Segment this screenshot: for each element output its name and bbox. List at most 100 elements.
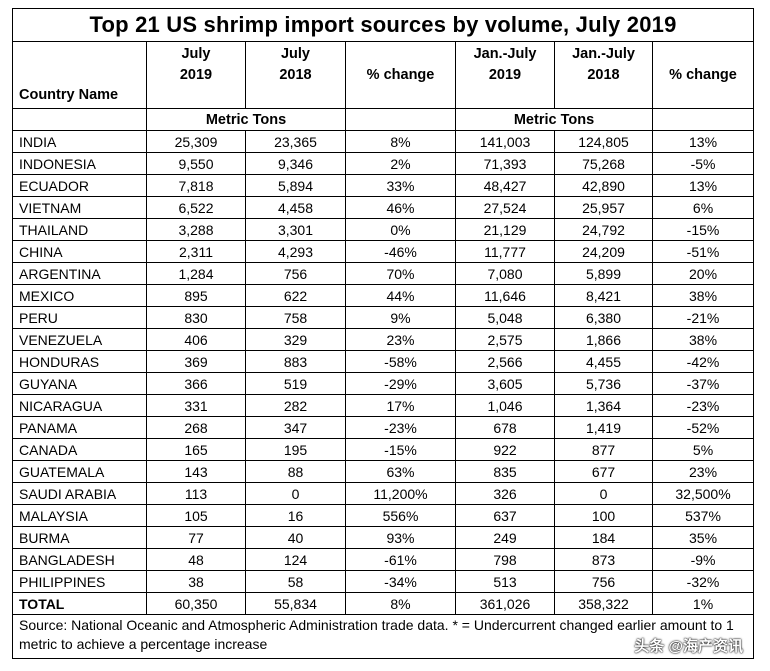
jul2018-value: 329 (245, 328, 346, 351)
janjuly2018-value: 677 (554, 460, 653, 483)
header-janjuly-2019-line2: 2019 (488, 67, 522, 83)
pct-change-janjuly: -15% (651, 218, 755, 241)
pct-change-july: -61% (345, 548, 456, 571)
jul2019-value: 25,309 (146, 130, 246, 153)
units-blank-cell (12, 108, 147, 131)
pct-change-janjuly: 5% (651, 438, 755, 461)
country-name: VIETNAM (12, 196, 147, 219)
country-name: VENEZUELA (12, 328, 147, 351)
jul2018-value: 4,293 (245, 240, 346, 263)
country-name: GUATEMALA (12, 460, 147, 483)
janjuly2018-value: 1,419 (554, 416, 653, 439)
janjuly2019-value: 1,046 (455, 394, 555, 417)
janjuly2019-value: 637 (455, 504, 555, 527)
pct-change-july: 70% (345, 262, 456, 285)
header-janjuly-2019: Jan.-July 2019 (455, 41, 555, 109)
jul2018-value: 23,365 (245, 130, 346, 153)
pct-change-janjuly: 20% (651, 262, 755, 285)
header-janjuly-2019-line1: Jan.-July (473, 46, 537, 62)
jul2018-value: 883 (245, 350, 346, 373)
pct-change-july: 46% (345, 196, 456, 219)
jul2019-value: 7,818 (146, 174, 246, 197)
janjuly2019-value: 922 (455, 438, 555, 461)
janjuly2019-value: 11,646 (455, 284, 555, 307)
table-row: CANADA 165 195 -15% 922 877 5% (12, 438, 755, 461)
pct-change-janjuly: 23% (651, 460, 755, 483)
pct-change-janjuly: 38% (651, 328, 755, 351)
janjuly2019-value: 5,048 (455, 306, 555, 329)
pct-change-janjuly: -32% (651, 570, 755, 593)
header-janjuly-2018-line2: 2018 (587, 67, 620, 83)
pct-change-july: -15% (345, 438, 456, 461)
table-row: GUATEMALA 143 88 63% 835 677 23% (12, 460, 755, 483)
janjuly2019-value: 3,605 (455, 372, 555, 395)
pct-change-july: 11,200% (345, 482, 456, 505)
country-name: MALAYSIA (12, 504, 147, 527)
jul2019-value: 1,284 (146, 262, 246, 285)
janjuly2019-value: 11,777 (455, 240, 555, 263)
jul2018-value: 756 (245, 262, 346, 285)
janjuly2019-value: 21,129 (455, 218, 555, 241)
header-pct-change-july: % change (345, 41, 456, 109)
pct-change-july: -58% (345, 350, 456, 373)
shrimp-import-table-sheet: Top 21 US shrimp import sources by volum… (11, 8, 755, 659)
pct-change-july: 23% (345, 328, 456, 351)
janjuly2019-value: 249 (455, 526, 555, 549)
pct-change-july: 63% (345, 460, 456, 483)
janjuly2018-value: 1,364 (554, 394, 653, 417)
jul2018-value: 40 (245, 526, 346, 549)
pct-change-july: 556% (345, 504, 456, 527)
janjuly2018-value: 8,421 (554, 284, 653, 307)
header-july-2018: July 2018 (245, 41, 346, 109)
pct-change-janjuly: 537% (651, 504, 755, 527)
jul2019-value: 77 (146, 526, 246, 549)
country-name: INDIA (12, 130, 147, 153)
janjuly2018-value: 75,268 (554, 152, 653, 175)
table-row: NICARAGUA 331 282 17% 1,046 1,364 -23% (12, 394, 755, 417)
units-blank-cell (345, 108, 456, 131)
country-name: CANADA (12, 438, 147, 461)
header-janjuly-2018-line1: Jan.-July (572, 46, 635, 62)
jul2018-value: 3,301 (245, 218, 346, 241)
pct-change-janjuly: -37% (651, 372, 755, 395)
janjuly2019-value: 71,393 (455, 152, 555, 175)
header-janjuly-2018: Jan.-July 2018 (554, 41, 653, 109)
jul2018-value: 347 (245, 416, 346, 439)
total-row: TOTAL 60,350 55,834 8% 361,026 358,322 1… (12, 592, 755, 615)
jul2018-value: 16 (245, 504, 346, 527)
country-name: INDONESIA (12, 152, 147, 175)
table-row: VENEZUELA 406 329 23% 2,575 1,866 38% (12, 328, 755, 351)
pct-change-janjuly: -42% (651, 350, 755, 373)
janjuly2018-value: 0 (554, 482, 653, 505)
table-row: THAILAND 3,288 3,301 0% 21,129 24,792 -15% (12, 218, 755, 241)
janjuly2018-value: 42,890 (554, 174, 653, 197)
header-july-2019-line2: 2019 (179, 67, 213, 83)
janjuly2018-value: 877 (554, 438, 653, 461)
watermark: 头条 @海产资讯 (634, 638, 744, 655)
jul2018-value: 5,894 (245, 174, 346, 197)
jul2019-value: 2,311 (146, 240, 246, 263)
units-blank-cell (651, 108, 755, 131)
jul2018-value: 124 (245, 548, 346, 571)
units-row: Metric Tons Metric Tons (12, 108, 755, 131)
country-name: PERU (12, 306, 147, 329)
pct-change-july: 9% (345, 306, 456, 329)
header-july-2019-line1: July (181, 46, 211, 62)
jul2019-value: 406 (146, 328, 246, 351)
table-row: SAUDI ARABIA 113 0 11,200% 326 0 32,500% (12, 482, 755, 505)
table-row: HONDURAS 369 883 -58% 2,566 4,455 -42% (12, 350, 755, 373)
country-name: NICARAGUA (12, 394, 147, 417)
units-metric-tons-july: Metric Tons (146, 108, 346, 131)
jul2018-value: 195 (245, 438, 346, 461)
pct-change-july: 8% (345, 130, 456, 153)
table-row: BURMA 77 40 93% 249 184 35% (12, 526, 755, 549)
pct-change-janjuly: 6% (651, 196, 755, 219)
table-title: Top 21 US shrimp import sources by volum… (11, 8, 755, 42)
janjuly2019-value: 326 (455, 482, 555, 505)
pct-change-janjuly: -52% (651, 416, 755, 439)
janjuly2018-value: 5,736 (554, 372, 653, 395)
jul2018-value: 4,458 (245, 196, 346, 219)
jul2019-value: 165 (146, 438, 246, 461)
pct-change-janjuly: -9% (651, 548, 755, 571)
pct-change-janjuly: -21% (651, 306, 755, 329)
